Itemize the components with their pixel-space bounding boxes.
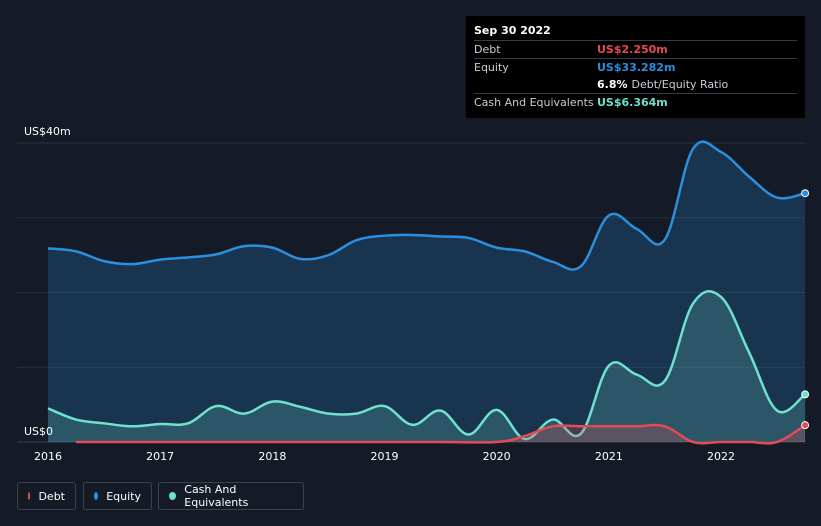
legend-debt[interactable]: Debt xyxy=(17,482,76,510)
cash-area xyxy=(48,291,806,442)
legend-debt-label: Debt xyxy=(38,489,65,503)
tooltip-cash-label: Cash And Equivalents xyxy=(474,96,594,109)
tooltip-debt-label: Debt xyxy=(474,43,501,56)
tooltip-debt-row: Debt US$2.250m xyxy=(474,40,797,58)
x-tick-label: 2019 xyxy=(370,450,399,463)
debt-end-marker xyxy=(801,421,810,430)
tooltip-debt-value: US$2.250m xyxy=(597,43,668,56)
tooltip-cash-value: US$6.364m xyxy=(597,96,668,109)
end-markers xyxy=(801,189,810,430)
y-axis-top-label: US$40m xyxy=(24,125,71,138)
x-tick-label: 2017 xyxy=(146,450,175,463)
debt-line xyxy=(76,423,806,445)
x-tick-label: 2020 xyxy=(482,450,511,463)
equity-area xyxy=(48,141,806,443)
cash-end-marker xyxy=(801,390,810,399)
legend-cash-label: Cash And Equivalents xyxy=(184,483,249,509)
equity-dot-icon xyxy=(94,492,99,500)
tooltip-ratio-row: 6.8% Debt/Equity Ratio xyxy=(474,76,797,93)
tooltip-equity-row: Equity US$33.282m xyxy=(474,58,797,76)
cash-line xyxy=(47,290,806,441)
legend-equity-label: Equity xyxy=(106,489,141,503)
equity-end-marker xyxy=(801,189,810,198)
x-tick-label: 2016 xyxy=(34,450,62,463)
x-tick-label: 2018 xyxy=(258,450,287,463)
x-tick-label: 2022 xyxy=(707,450,735,463)
cash-dot-icon xyxy=(169,492,177,500)
legend-equity[interactable]: Equity xyxy=(83,482,152,510)
tooltip-equity-label: Equity xyxy=(474,61,509,74)
tooltip-equity-value: US$33.282m xyxy=(597,61,676,74)
tooltip-panel: Sep 30 2022 Debt US$2.250m Equity US$33.… xyxy=(466,16,805,118)
tooltip-cash-row: Cash And Equivalents US$6.364m xyxy=(474,93,797,111)
x-tick-label: 2021 xyxy=(594,450,623,463)
debt-area xyxy=(76,425,806,444)
series-layer xyxy=(47,140,806,445)
tooltip-date: Sep 30 2022 xyxy=(474,24,551,37)
legend-cash[interactable]: Cash And Equivalents xyxy=(158,482,304,510)
debt-dot-icon xyxy=(28,492,31,500)
tooltip-ratio-value: 6.8% xyxy=(597,78,628,91)
y-axis-bottom-label: US$0 xyxy=(24,425,54,438)
equity-line xyxy=(47,140,806,271)
tooltip-ratio-label: Debt/Equity Ratio xyxy=(631,78,729,91)
